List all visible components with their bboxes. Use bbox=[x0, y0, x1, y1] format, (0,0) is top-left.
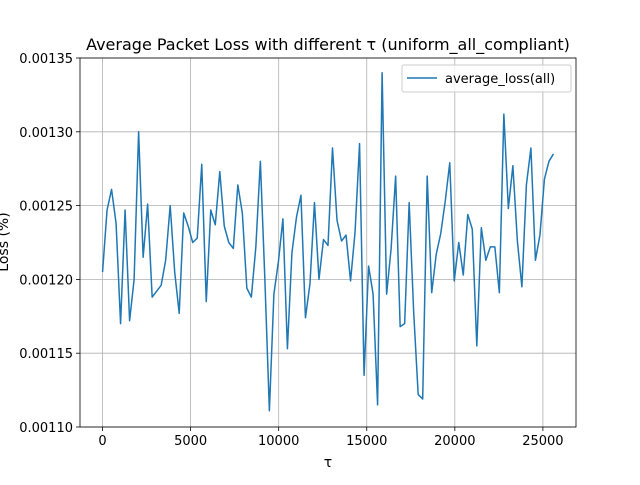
y-tick-label: 0.00125 bbox=[19, 200, 73, 215]
y-tick-label: 0.00130 bbox=[19, 126, 73, 141]
x-tick-label: 5000 bbox=[174, 434, 207, 449]
y-axis-label: Loss (%) bbox=[0, 212, 12, 271]
legend-label: average_loss(all) bbox=[445, 72, 555, 87]
x-tick-label: 15000 bbox=[346, 434, 387, 449]
y-tick-label: 0.00115 bbox=[19, 347, 73, 362]
legend: average_loss(all) bbox=[402, 65, 571, 92]
x-axis-label: τ bbox=[324, 455, 332, 471]
y-tick-label: 0.00120 bbox=[19, 273, 73, 288]
y-tick-label: 0.00135 bbox=[19, 52, 73, 67]
y-tick-label: 0.00110 bbox=[19, 421, 73, 436]
x-tick-label: 20000 bbox=[434, 434, 475, 449]
x-tick-label: 25000 bbox=[522, 434, 563, 449]
chart-title: Average Packet Loss with different τ (un… bbox=[86, 35, 570, 55]
x-tick-label: 0 bbox=[98, 434, 106, 449]
x-tick-label: 10000 bbox=[258, 434, 299, 449]
